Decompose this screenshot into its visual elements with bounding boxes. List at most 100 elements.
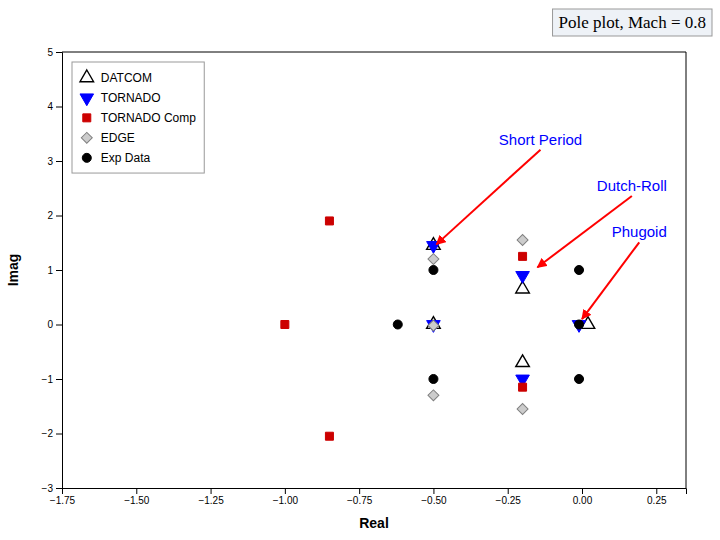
- series: [427, 242, 586, 387]
- y-tick: −1: [42, 374, 62, 385]
- legend-item: EDGE: [81, 131, 134, 145]
- title-box: [553, 9, 712, 36]
- x-tick: −1.75: [50, 488, 76, 506]
- plot-area: −1.75 −1.50 −1.25 −1.00 −0.75 −0.50 −0.25 0.00 0…: [42, 47, 687, 506]
- y-tick-mark: [56, 161, 62, 162]
- point: [428, 254, 439, 265]
- point: [517, 403, 528, 414]
- x-tick-label: −0.50: [421, 495, 447, 506]
- y-tick-label: 1: [47, 265, 53, 276]
- y-tick-label: 3: [47, 156, 53, 167]
- x-tick-mark: [211, 488, 212, 494]
- point: [517, 235, 528, 246]
- x-tick-mark: [508, 488, 509, 494]
- annotations: Short Period Dutch-Roll Phugoid: [436, 131, 666, 319]
- y-tick-label: 4: [47, 101, 53, 112]
- x-tick-label: −0.75: [347, 495, 373, 506]
- point: [575, 265, 584, 274]
- frame-right: [686, 52, 687, 488]
- x-tick-mark: [656, 488, 657, 494]
- series: [427, 238, 595, 367]
- point: [519, 252, 527, 260]
- point: [325, 432, 333, 440]
- y-tick-label: −1: [42, 374, 54, 385]
- y-tick-label: 5: [47, 47, 53, 58]
- annotation-text: Short Period: [499, 131, 582, 148]
- legend-label: Exp Data: [101, 151, 151, 165]
- y-tick-mark: [56, 325, 62, 326]
- y-tick-mark: [56, 216, 62, 217]
- y-axis: −3 −2 −1 0 1 2 3 4 5: [42, 47, 63, 494]
- point: [572, 321, 586, 333]
- point: [516, 272, 530, 284]
- point: [429, 374, 438, 383]
- y-tick-mark: [56, 52, 62, 53]
- y-tick: 1: [47, 265, 62, 276]
- annotation-text: Phugoid: [612, 223, 667, 240]
- legend: DATCOM TORNADO TORNADO Comp EDGE Exp Data: [72, 62, 204, 173]
- point: [428, 320, 439, 331]
- y-tick: 5: [47, 47, 62, 58]
- point: [516, 355, 530, 367]
- y-tick-label: −3: [42, 483, 54, 494]
- annotation-arrow: [582, 242, 639, 319]
- point: [575, 320, 584, 329]
- y-tick: −2: [42, 428, 62, 439]
- x-axis-title: Real: [359, 515, 389, 531]
- series: [393, 265, 583, 383]
- y-axis-title: Imag: [5, 254, 21, 287]
- y-tick: 0: [47, 319, 62, 330]
- annotation-text: Dutch-Roll: [597, 177, 667, 194]
- y-tick: 2: [47, 210, 62, 221]
- x-tick: 0.25: [647, 488, 667, 506]
- x-tick-label: −1.50: [124, 495, 150, 506]
- x-tick: −1.00: [273, 488, 299, 506]
- x-tick: −1.25: [198, 488, 224, 506]
- x-tick: −0.25: [496, 488, 522, 506]
- legend-item: Exp Data: [82, 151, 150, 165]
- point: [427, 321, 441, 333]
- y-tick-label: −2: [42, 428, 54, 439]
- x-tick: 0.00: [573, 488, 593, 506]
- legend-item: TORNADO Comp: [83, 111, 196, 125]
- title: Pole plot, Mach = 0.8: [559, 13, 706, 32]
- y-tick-mark: [56, 379, 62, 380]
- y-tick: 3: [47, 156, 62, 167]
- legend-label: DATCOM: [101, 71, 152, 85]
- y-tick-mark: [56, 434, 62, 435]
- x-tick-mark: [433, 488, 434, 494]
- title-group: Pole plot, Mach = 0.8: [553, 9, 712, 36]
- point: [325, 217, 333, 225]
- x-tick-label: −1.00: [273, 495, 299, 506]
- x-tick-mark: [359, 488, 360, 494]
- chart: −1.75 −1.50 −1.25 −1.00 −0.75 −0.50 −0.25 0.00 0…: [0, 0, 720, 540]
- y-tick-mark: [56, 107, 62, 108]
- annotation-arrow: [436, 150, 540, 245]
- x-tick-mark: [136, 488, 137, 494]
- points: [281, 217, 595, 440]
- legend-marker: [80, 94, 94, 106]
- series: [281, 217, 527, 440]
- legend-marker: [81, 132, 92, 143]
- legend-label: TORNADO Comp: [101, 111, 196, 125]
- x-axis-line: [63, 489, 687, 495]
- point: [429, 265, 438, 274]
- legend-marker: [83, 114, 91, 122]
- point: [519, 383, 527, 391]
- y-axis-line: [56, 53, 63, 489]
- point: [393, 320, 402, 329]
- point: [281, 321, 289, 329]
- legend-marker: [80, 70, 94, 82]
- x-tick-label: 0.00: [573, 495, 593, 506]
- frame-top: [62, 52, 686, 53]
- legend-label: TORNADO: [101, 91, 161, 105]
- x-axis: −1.75 −1.50 −1.25 −1.00 −0.75 −0.50 −0.25 0.00 0…: [50, 488, 687, 506]
- x-tick-label: −1.75: [50, 495, 76, 506]
- x-tick: −1.50: [124, 488, 150, 506]
- point: [575, 374, 584, 383]
- y-tick-label: 2: [47, 210, 53, 221]
- x-tick-mark: [582, 488, 583, 494]
- legend-box: [72, 62, 204, 173]
- x-tick: −0.75: [347, 488, 373, 506]
- y-tick-mark: [56, 270, 62, 271]
